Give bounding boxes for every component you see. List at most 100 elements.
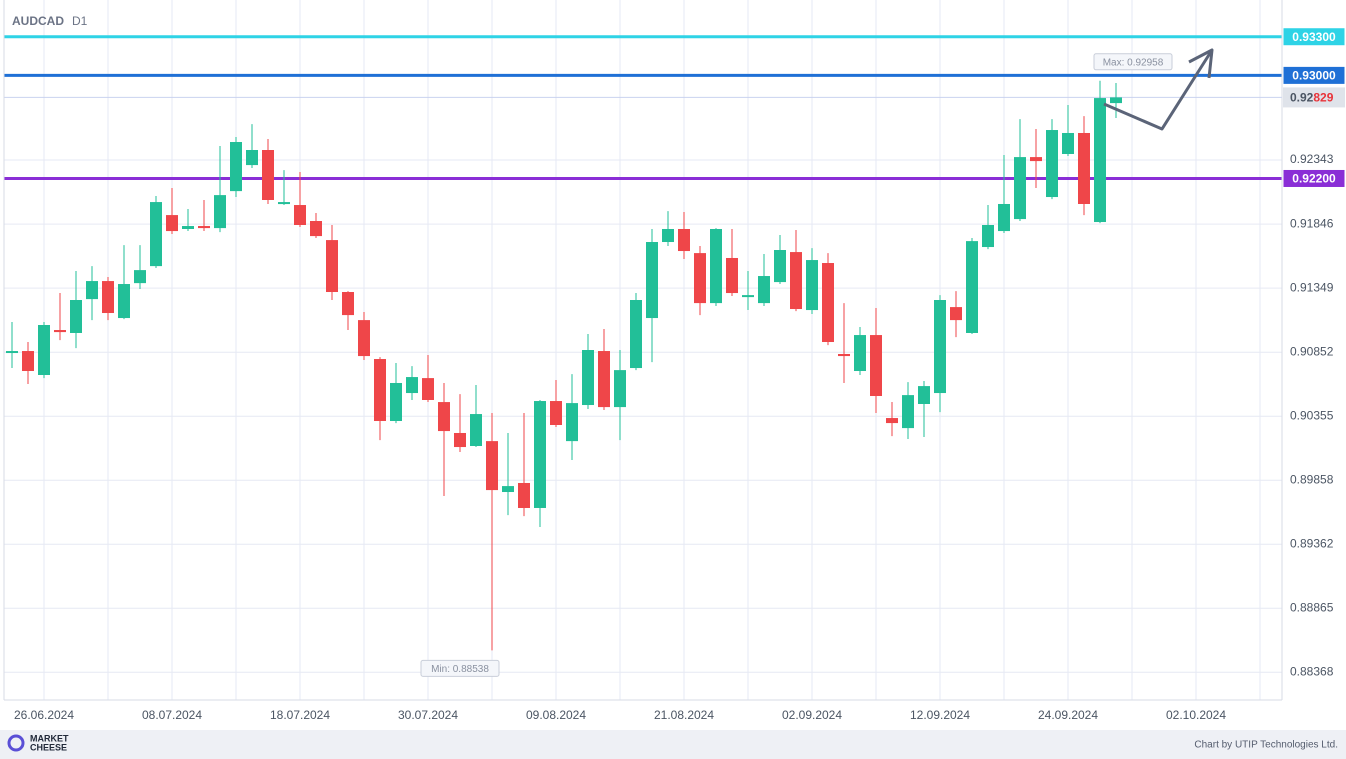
x-tick-label: 09.08.2024 bbox=[526, 708, 586, 722]
candle-body bbox=[822, 263, 834, 343]
current-price-label: 0.92829 bbox=[1290, 91, 1334, 105]
candle-body bbox=[422, 378, 434, 400]
x-tick-label: 12.09.2024 bbox=[910, 708, 970, 722]
x-tick-label: 24.09.2024 bbox=[1038, 708, 1098, 722]
candle-body bbox=[886, 418, 898, 424]
brand-line: CHEESE bbox=[30, 742, 67, 752]
candle-body bbox=[342, 292, 354, 316]
candle-body bbox=[118, 284, 130, 319]
candle-body bbox=[486, 441, 498, 491]
candles bbox=[6, 80, 1122, 651]
level-label: 0.93300 bbox=[1292, 30, 1336, 44]
candle-body bbox=[214, 195, 226, 229]
candle-body bbox=[70, 300, 82, 333]
candle-body bbox=[310, 221, 322, 237]
candle-body bbox=[390, 382, 402, 422]
candle-body bbox=[934, 300, 946, 394]
candle-body bbox=[406, 377, 418, 394]
x-tick-label: 30.07.2024 bbox=[398, 708, 458, 722]
x-tick-label: 18.07.2024 bbox=[270, 708, 330, 722]
candle-body bbox=[6, 351, 18, 354]
candle-body bbox=[630, 300, 642, 369]
chart-subtitle: D1 bbox=[72, 14, 88, 28]
y-tick-label: 0.90355 bbox=[1290, 408, 1334, 422]
candle-body bbox=[246, 150, 258, 166]
level-label-box bbox=[1282, 168, 1346, 188]
x-tick-label: 21.08.2024 bbox=[654, 708, 714, 722]
candle-body bbox=[694, 253, 706, 304]
candle-body bbox=[358, 320, 370, 357]
candle-body bbox=[86, 281, 98, 300]
footer bbox=[0, 730, 1346, 759]
level-label: 0.93000 bbox=[1292, 69, 1336, 83]
max-annotation-box bbox=[1093, 53, 1173, 71]
y-tick-label: 0.88865 bbox=[1290, 600, 1334, 614]
x-tick-label: 02.09.2024 bbox=[782, 708, 842, 722]
candle-body bbox=[710, 228, 722, 304]
candle-body bbox=[726, 257, 738, 294]
candle-body bbox=[1094, 98, 1106, 223]
candle-body bbox=[198, 226, 210, 229]
candle-body bbox=[550, 401, 562, 425]
y-tick-label: 0.88368 bbox=[1290, 664, 1334, 678]
x-tick-label: 08.07.2024 bbox=[142, 708, 202, 722]
candle-body bbox=[806, 260, 818, 311]
candle-body bbox=[566, 403, 578, 442]
brand-line: MARKET bbox=[30, 733, 69, 743]
candle-body bbox=[374, 359, 386, 422]
candle-body bbox=[134, 270, 146, 284]
candle-body bbox=[790, 252, 802, 310]
candle-body bbox=[1110, 97, 1122, 104]
candle-body bbox=[646, 242, 658, 319]
chart-title: AUDCAD bbox=[12, 14, 64, 28]
candle-body bbox=[902, 395, 914, 429]
candle-body bbox=[294, 205, 306, 225]
candle-body bbox=[502, 486, 514, 493]
levels bbox=[4, 35, 1282, 180]
candle-body bbox=[534, 401, 546, 508]
forecast-arrowhead bbox=[1188, 48, 1214, 79]
y-tick-label: 0.91846 bbox=[1290, 216, 1334, 230]
candle-body bbox=[582, 350, 594, 406]
min-annotation: Min: 0.88538 bbox=[431, 664, 489, 675]
candle-body bbox=[854, 335, 866, 372]
candle-body bbox=[918, 386, 930, 404]
candle-body bbox=[102, 281, 114, 314]
candle-body bbox=[966, 241, 978, 333]
candle-body bbox=[1062, 132, 1074, 154]
candle-body bbox=[278, 202, 290, 205]
y-tick-label: 0.90852 bbox=[1290, 344, 1334, 358]
candle-body bbox=[326, 240, 338, 293]
candle-body bbox=[262, 150, 274, 200]
level-label-box bbox=[1282, 65, 1346, 85]
candle-body bbox=[838, 353, 850, 357]
credit: Chart by UTIP Technologies Ltd. bbox=[1194, 740, 1338, 751]
candle-body bbox=[230, 142, 242, 192]
candle-body bbox=[1014, 157, 1026, 220]
candle-body bbox=[774, 250, 786, 283]
candle-body bbox=[1078, 132, 1090, 204]
level-label-box bbox=[1282, 27, 1346, 47]
logo-icon bbox=[7, 734, 25, 752]
candle-body bbox=[438, 402, 450, 432]
candle-body bbox=[598, 351, 610, 408]
candle-body bbox=[166, 215, 178, 232]
level-label: 0.92200 bbox=[1292, 172, 1336, 186]
y-tick-label: 0.91349 bbox=[1290, 280, 1334, 294]
candle-body bbox=[742, 295, 754, 298]
x-tick-label: 26.06.2024 bbox=[14, 708, 74, 722]
candle-body bbox=[950, 307, 962, 321]
current-price-box bbox=[1283, 87, 1345, 108]
candle-body bbox=[614, 370, 626, 408]
candle-body bbox=[998, 203, 1010, 232]
max-annotation: Max: 0.92958 bbox=[1103, 57, 1164, 68]
candle-body bbox=[678, 228, 690, 252]
candle-body bbox=[982, 225, 994, 248]
forecast-arrow bbox=[1103, 49, 1214, 131]
candle-body bbox=[54, 330, 66, 333]
y-tick-label: 0.89858 bbox=[1290, 472, 1334, 486]
min-annotation-box bbox=[420, 659, 500, 677]
candle-body bbox=[1046, 130, 1058, 198]
candle-body bbox=[470, 414, 482, 447]
